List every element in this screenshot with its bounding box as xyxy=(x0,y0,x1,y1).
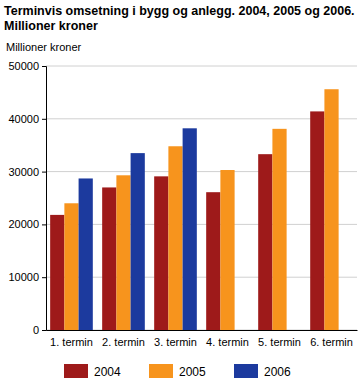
x-tick: 2. termin xyxy=(102,336,145,348)
y-tick-label: 30000 xyxy=(8,166,39,178)
y-tick: 20000 xyxy=(8,218,46,230)
y-tick-mark xyxy=(42,330,46,331)
bar xyxy=(79,178,93,330)
y-tick-mark xyxy=(42,66,46,67)
legend-item: 2005 xyxy=(149,364,206,379)
legend-label: 2004 xyxy=(94,365,121,379)
bar xyxy=(272,129,286,330)
legend: 2004 2005 2006 xyxy=(64,364,291,379)
bar xyxy=(183,128,197,330)
bar xyxy=(50,215,64,330)
y-tick-label: 10000 xyxy=(8,271,39,283)
bar xyxy=(324,89,338,330)
y-tick-label: 40000 xyxy=(8,113,39,125)
x-tick: 5. termin xyxy=(258,336,301,348)
y-tick-label: 50000 xyxy=(8,60,39,72)
legend-swatch xyxy=(149,364,173,378)
x-tick: 6. termin xyxy=(310,336,353,348)
y-axis-label: Millioner kroner xyxy=(6,41,82,53)
bar xyxy=(131,153,145,330)
bar xyxy=(220,170,234,330)
x-tick: 3. termin xyxy=(154,336,197,348)
legend-label: 2005 xyxy=(179,365,206,379)
x-tick-label: 5. termin xyxy=(258,336,301,348)
y-tick: 10000 xyxy=(8,271,46,283)
y-tick: 0 xyxy=(33,324,46,336)
bar xyxy=(310,111,324,330)
x-axis: 1. termin 2. termin 3. termin 4. termin 5. t… xyxy=(47,331,358,348)
y-tick-mark xyxy=(42,119,46,120)
bars xyxy=(50,89,338,330)
legend-swatch xyxy=(234,364,258,378)
x-tick-label: 6. termin xyxy=(310,336,353,348)
plot: 0 10000 20000 30000 40000 50000 1. termin 2. te… xyxy=(8,60,357,348)
y-tick: 30000 xyxy=(8,166,46,178)
legend-item: 2004 xyxy=(64,364,121,379)
bar xyxy=(64,203,78,330)
bar xyxy=(102,187,116,330)
y-tick: 50000 xyxy=(8,60,46,72)
x-tick-label: 2. termin xyxy=(102,336,145,348)
legend-label: 2006 xyxy=(264,365,291,379)
y-tick-mark xyxy=(42,172,46,173)
x-tick: 1. termin xyxy=(50,336,93,348)
grid xyxy=(46,66,357,330)
x-tick: 4. termin xyxy=(206,336,249,348)
x-tick-label: 1. termin xyxy=(50,336,93,348)
bar xyxy=(168,146,182,330)
y-axis: 0 10000 20000 30000 40000 50000 xyxy=(8,60,46,336)
y-tick-label: 20000 xyxy=(8,218,39,230)
bar xyxy=(258,154,272,330)
grid-line xyxy=(46,66,357,67)
y-tick-label: 0 xyxy=(33,324,39,336)
bar xyxy=(206,192,220,330)
chart: Terminvis omsetning i bygg og anlegg. 20… xyxy=(0,0,363,390)
bar xyxy=(154,176,168,330)
x-tick-label: 3. termin xyxy=(154,336,197,348)
y-tick-mark xyxy=(42,224,46,225)
bar xyxy=(116,175,130,330)
y-tick-mark xyxy=(42,277,46,278)
legend-item: 2006 xyxy=(234,364,291,379)
x-axis-line xyxy=(47,330,358,331)
title: Terminvis omsetning i bygg og anlegg. 20… xyxy=(4,4,355,33)
x-tick-label: 4. termin xyxy=(206,336,249,348)
y-tick: 40000 xyxy=(8,113,46,125)
legend-swatch xyxy=(64,364,88,378)
y-axis-line xyxy=(42,67,47,331)
